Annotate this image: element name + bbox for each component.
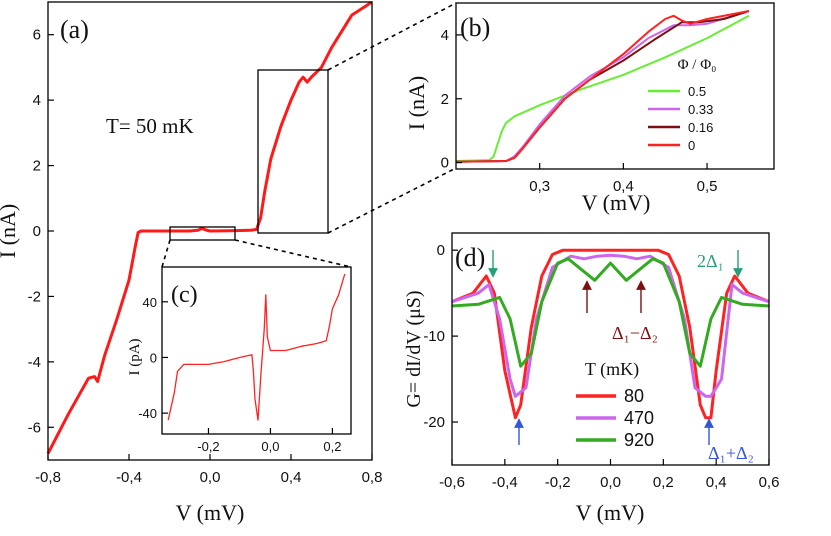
panel-d-curves [451, 248, 770, 420]
y-tick-label-a-5: 4 [33, 92, 41, 109]
series-line-a-0 [46, 0, 373, 455]
x-tick-label-b-1: 0,4 [613, 178, 634, 195]
panel-c-inset: -0,2 0,0 0,2 -40 0 40 (c) I (pA) [127, 266, 352, 454]
x-tick-label-b-2: 0,5 [697, 178, 718, 195]
panel-d: -0,6 -0,4 -0,2 0,0 0,2 0,4 0,6 0 -10 -20 (d) V (m… [403, 232, 779, 525]
panel-b-ylabel: I (nA) [404, 76, 429, 130]
x-tick-label-b-0: 0,3 [529, 178, 550, 195]
y-tick-label-a-2: -2 [28, 288, 41, 305]
panel-c-label: (c) [171, 282, 198, 308]
y-tick-label-b-0: 0 [441, 155, 449, 172]
x-tick-label-c-0: -0,2 [197, 439, 219, 454]
panel-b: 0,3 0,4 0,5 0 2 4 (b) V (mV) I (nA) Φ / Φ₀ 0.… [404, 2, 775, 215]
x-tick-label-d-1: -0,4 [492, 474, 518, 491]
series-line-d-1 [451, 253, 770, 398]
panel-d-ticks: -0,6 -0,4 -0,2 0,0 0,2 0,4 0,6 0 -10 -20 [423, 242, 779, 491]
x-tick-label-a-3: 0,4 [281, 469, 302, 486]
panel-a-label: (a) [60, 15, 89, 44]
y-tick-label-a-0: -6 [28, 419, 41, 436]
panel-d-legend-title: T (mK) [585, 359, 639, 380]
series-line-b-1 [455, 10, 750, 163]
y-tick-label-b-2: 4 [441, 27, 449, 44]
x-tick-label-d-4: 0,2 [653, 474, 674, 491]
panel-c-curves [167, 273, 346, 421]
x-tick-label-a-0: -0,8 [35, 469, 61, 486]
connector-c-right [234, 239, 352, 268]
y-tick-label-c-0: -40 [138, 406, 157, 421]
panel-d-label: (d) [455, 243, 485, 272]
x-tick-label-d-2: -0,2 [545, 474, 571, 491]
zoom-box-c [169, 226, 236, 241]
y-tick-label-a-3: 0 [33, 223, 41, 240]
x-tick-label-a-2: 0,0 [200, 469, 221, 486]
y-tick-label-c-2: 40 [143, 295, 157, 310]
series-line-b-3 [455, 10, 750, 163]
connector-b-top [327, 2, 457, 71]
annotation-delta-sum: Δ₁+Δ₂ [708, 443, 754, 463]
legend-label-d-1: 470 [624, 408, 654, 428]
panel-b-frame [455, 2, 775, 170]
x-tick-label-c-1: 0,0 [261, 439, 279, 454]
y-tick-label-b-1: 2 [441, 91, 449, 108]
x-tick-label-a-1: -0,4 [116, 469, 142, 486]
panel-c-ticks: -0,2 0,0 0,2 -40 0 40 [138, 295, 341, 454]
panel-d-ylabel: G= dI/dV (μS) [403, 290, 425, 407]
panel-a-ylabel: I (nA) [0, 204, 20, 258]
legend-label-b-1: 0.33 [688, 102, 713, 117]
panel-c-frame [161, 266, 352, 435]
legend-label-d-0: 80 [624, 386, 644, 406]
x-tick-label-a-4: 0,8 [362, 469, 383, 486]
legend-label-b-0: 0.5 [688, 84, 706, 99]
panel-b-ticks: 0,3 0,4 0,5 0 2 4 [441, 27, 718, 195]
connector-c-left [161, 239, 171, 268]
y-tick-label-a-4: 2 [33, 158, 41, 175]
annotation-delta-diff: Δ₁−Δ₂ [612, 323, 658, 343]
y-tick-label-d-0: 0 [437, 242, 445, 259]
legend-label-b-3: 0 [688, 138, 695, 153]
zoom-box-b [257, 69, 329, 234]
legend-label-d-2: 920 [624, 430, 654, 450]
x-tick-label-d-5: 0,4 [706, 474, 727, 491]
panel-a-xlabel: V (mV) [176, 500, 245, 525]
panel-b-legend: 0.5 0.33 0.16 0 [648, 84, 713, 153]
series-line-b-0 [455, 14, 750, 162]
x-tick-label-d-0: -0,6 [439, 474, 465, 491]
panel-b-legend-title: Φ / Φ₀ [678, 57, 717, 73]
y-tick-label-a-6: 6 [33, 27, 41, 44]
series-line-d-0 [451, 248, 770, 420]
y-tick-label-c-1: 0 [150, 350, 157, 365]
y-tick-label-a-1: -4 [28, 354, 41, 371]
x-tick-label-d-6: 0,6 [759, 474, 780, 491]
series-line-c-0 [167, 273, 346, 421]
y-tick-label-d-1: -10 [423, 328, 445, 345]
annotation-2delta1: 2Δ₁ [697, 251, 724, 271]
panel-c-ylabel: I (pA) [127, 338, 143, 375]
panel-b-xlabel: V (mV) [582, 190, 651, 215]
x-tick-label-d-3: 0,0 [600, 474, 621, 491]
connector-b-bottom [327, 167, 457, 234]
panel-d-xlabel: V (mV) [576, 500, 645, 525]
series-line-d-2 [451, 257, 770, 368]
temperature-annotation: T= 50 mK [106, 114, 194, 138]
x-tick-label-c-2: 0,2 [323, 439, 341, 454]
panel-b-label: (b) [460, 13, 490, 42]
panel-a-curves [46, 0, 373, 455]
y-tick-label-d-2: -20 [423, 414, 445, 431]
legend-label-b-2: 0.16 [688, 120, 713, 135]
panel-b-curves [455, 10, 750, 163]
